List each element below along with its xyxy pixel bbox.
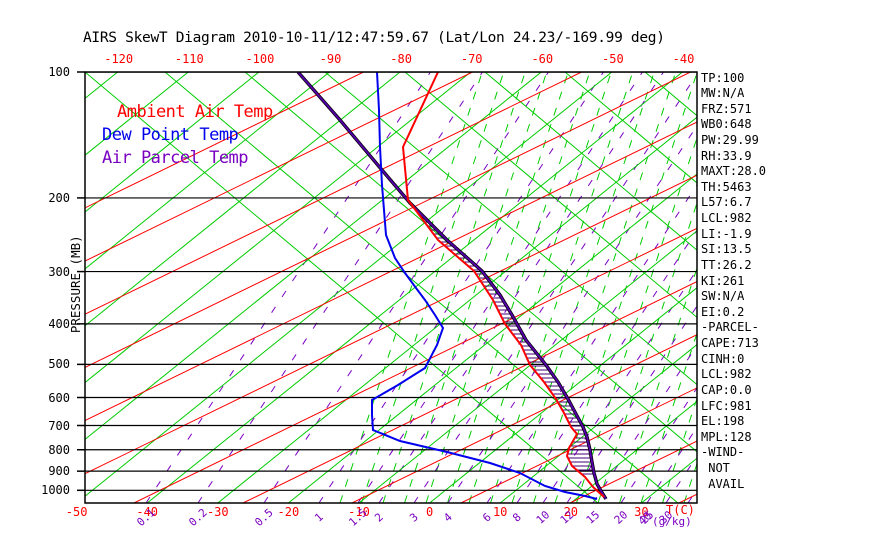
bottom-temp-tick-label: 10: [492, 505, 508, 519]
stats-line: CAP:0.0: [701, 382, 752, 397]
stats-line: EL:198: [701, 414, 745, 429]
plot-border: [84, 71, 698, 504]
pressure-tick-label: 600: [48, 390, 70, 405]
bottom-temp-tick-label: -50: [65, 505, 88, 519]
ambient-temp-curve: [401, 72, 605, 498]
stats-line: PW:29.99: [701, 132, 759, 147]
temp-unit-label: T(C): [666, 503, 695, 517]
stats-line: EI:0.2: [701, 304, 745, 319]
top-temp-tick-label: -120: [104, 52, 134, 66]
pressure-tick-label: 800: [48, 442, 70, 457]
top-temp-tick-label: -110: [174, 52, 204, 66]
bottom-temp-tick-label: -10: [348, 505, 370, 519]
bottom-temp-tick-label: -30: [206, 505, 229, 519]
pressure-tick-label: 200: [48, 190, 70, 205]
stats-line: FRZ:571: [701, 101, 752, 116]
stats-line: SI:13.5: [701, 242, 752, 257]
pressure-tick-label: 300: [48, 264, 70, 279]
stats-line: RH:33.9: [701, 148, 752, 163]
stats-line: TT:26.2: [701, 257, 752, 272]
legend-dew-point: Dew Point Temp: [102, 125, 239, 145]
pressure-tick-label: 900: [48, 464, 70, 479]
stats-line: L57:6.7: [701, 195, 752, 210]
stats-line: MAXT:28.0: [701, 164, 767, 179]
stats-line: MW:N/A: [701, 86, 745, 101]
air-parcel-curve: [297, 72, 607, 500]
top-temp-tick-label: -60: [531, 52, 554, 66]
bottom-temp-tick-label: 0: [425, 505, 434, 519]
pressure-tick-label: 700: [48, 418, 70, 433]
bottom-temp-tick-label: -40: [136, 505, 159, 519]
legend-air-parcel: Air Parcel Temp: [102, 148, 249, 168]
stats-line: -PARCEL-: [701, 320, 759, 335]
stats-line: NOT: [701, 461, 730, 475]
stats-line: WB0:648: [701, 117, 752, 132]
top-temp-tick-label: -50: [602, 52, 624, 66]
stats-line: LFC:981: [701, 398, 752, 413]
stats-line: LCL:982: [701, 367, 752, 382]
pressure-axis-title: PRESSURE (MB): [67, 235, 83, 334]
legend-ambient-temp: Ambient Air Temp: [117, 102, 273, 122]
stats-line: CINH:0: [701, 351, 745, 366]
stats-line: KI:261: [701, 273, 745, 288]
page-title: AIRS SkewT Diagram 2010-10-11/12:47:59.6…: [83, 30, 665, 46]
stats-line: -WIND-: [701, 445, 745, 460]
top-temp-tick-label: -40: [672, 52, 695, 66]
bottom-temp-tick-label: 20: [563, 505, 579, 519]
pressure-tick-label: 500: [48, 357, 70, 372]
stats-line: CAPE:713: [701, 336, 759, 351]
bottom-temp-tick-label: -20: [277, 505, 300, 519]
pressure-tick-label: 1000: [41, 483, 70, 498]
plot-area: [85, 72, 697, 503]
stats-line: LCL:982: [701, 211, 752, 226]
stats-line: SW:N/A: [701, 289, 745, 304]
mixing-unit-label: (g/kg): [652, 515, 692, 528]
stats-line: MPL:128: [701, 429, 752, 444]
pressure-tick-label: 100: [48, 65, 70, 79]
top-temp-tick-label: -70: [460, 52, 483, 66]
top-temp-tick-label: -90: [319, 52, 342, 66]
stats-line: AVAIL: [701, 476, 745, 491]
pressure-tick-label: 400: [48, 316, 70, 331]
stats-line: TP:100: [701, 70, 745, 85]
top-temp-tick-label: -100: [245, 52, 275, 66]
stats-line: TH:5463: [701, 179, 752, 194]
bottom-temp-tick-label: 30: [634, 505, 649, 519]
dew-point-curve: [371, 72, 598, 500]
stats-line: LI:-1.9: [701, 226, 752, 241]
top-temp-tick-label: -80: [390, 52, 412, 66]
